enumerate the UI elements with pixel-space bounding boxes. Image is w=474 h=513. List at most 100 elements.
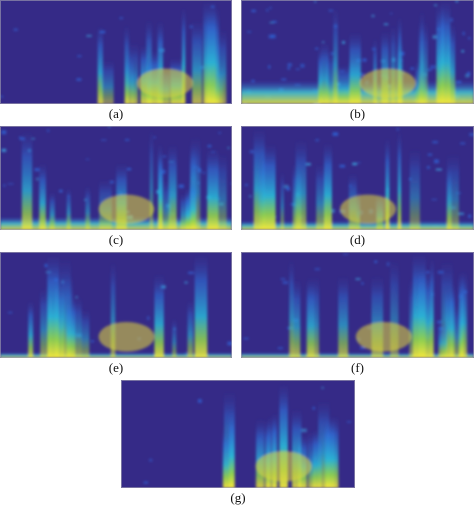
energy-streak (390, 259, 395, 358)
noise (149, 458, 153, 462)
energy-streak (168, 144, 177, 230)
harmonic-energy (359, 68, 416, 98)
energy-streak (438, 320, 447, 358)
noise (280, 278, 286, 280)
noise (218, 132, 222, 134)
low-band (0, 352, 232, 358)
energy-streak (324, 142, 332, 230)
noise (13, 28, 18, 31)
noise (396, 127, 400, 131)
noise (287, 67, 291, 70)
energy-streak (312, 429, 322, 488)
noise (390, 13, 393, 15)
energy-streak (39, 163, 46, 230)
noise (386, 262, 390, 267)
energy-streak (40, 287, 52, 358)
energy-streak (336, 64, 350, 104)
noise (361, 282, 364, 285)
noise (427, 68, 432, 71)
noise (432, 35, 438, 39)
spectrogram-panel (241, 0, 474, 104)
energy-streak (258, 153, 265, 230)
noise (430, 65, 436, 69)
energy-streak (256, 417, 265, 488)
energy-streak (158, 143, 163, 230)
panel-caption: (f) (351, 360, 364, 375)
energy-streak (182, 7, 186, 104)
noise (434, 4, 438, 7)
spectrogram-content (241, 253, 474, 358)
noise (1, 148, 7, 152)
spectrogram-content (0, 126, 232, 230)
noise (460, 142, 466, 145)
panel-caption: (d) (350, 232, 365, 247)
energy-streak (28, 300, 34, 358)
noise (431, 198, 437, 201)
energy-streak (154, 274, 164, 358)
noise (44, 263, 48, 268)
noise (435, 168, 442, 171)
noise (315, 47, 319, 50)
noise (101, 139, 107, 141)
energy-streak (47, 255, 60, 358)
noise (124, 139, 130, 141)
noise (281, 78, 287, 81)
noise (450, 17, 454, 22)
panel-caption: (a) (109, 106, 123, 121)
energy-streak (409, 148, 420, 230)
energy-streak (412, 253, 426, 358)
noise (143, 481, 149, 484)
spectrogram-panel (121, 380, 355, 488)
noise (374, 260, 378, 263)
noise (468, 37, 471, 40)
energy-streak (73, 297, 82, 358)
low-band (241, 352, 474, 358)
energy-streak (189, 178, 197, 230)
energy-streak (110, 262, 116, 358)
noise (458, 212, 464, 215)
panel-caption: (g) (230, 490, 245, 505)
energy-streak (66, 297, 76, 358)
harmonic-energy (98, 194, 155, 224)
noise (371, 14, 375, 18)
energy-streak (272, 413, 278, 488)
noise (286, 186, 290, 191)
noise (162, 155, 167, 158)
noise (461, 50, 465, 53)
energy-streak (157, 21, 163, 104)
energy-streak (222, 428, 233, 488)
spectrogram-panel (0, 126, 232, 230)
energy-streak (149, 129, 154, 230)
energy-streak (349, 32, 361, 104)
energy-streak (333, 7, 338, 104)
spectrogram-content (0, 0, 227, 104)
noise (330, 209, 335, 213)
energy-streak (194, 254, 208, 358)
noise (153, 136, 156, 139)
noise (207, 144, 212, 148)
noise (342, 165, 345, 168)
spectrogram-content (241, 0, 474, 104)
energy-streak (101, 60, 114, 104)
noise (465, 73, 470, 78)
noise (31, 138, 36, 140)
noise (343, 253, 349, 255)
energy-streak (321, 42, 329, 104)
noise (360, 346, 365, 350)
energy-streak (187, 300, 194, 358)
noise (426, 166, 430, 169)
energy-streak (371, 275, 384, 358)
energy-streak (21, 131, 33, 230)
noise (328, 9, 334, 12)
energy-streak (216, 29, 227, 104)
noise (462, 31, 465, 36)
noise (268, 65, 271, 69)
noise (314, 0, 317, 3)
noise (342, 41, 345, 44)
spectrogram-content (241, 127, 474, 230)
energy-streak (207, 148, 219, 230)
energy-streak (293, 279, 301, 358)
spectrogram-panel (241, 126, 474, 230)
noise (427, 153, 433, 156)
